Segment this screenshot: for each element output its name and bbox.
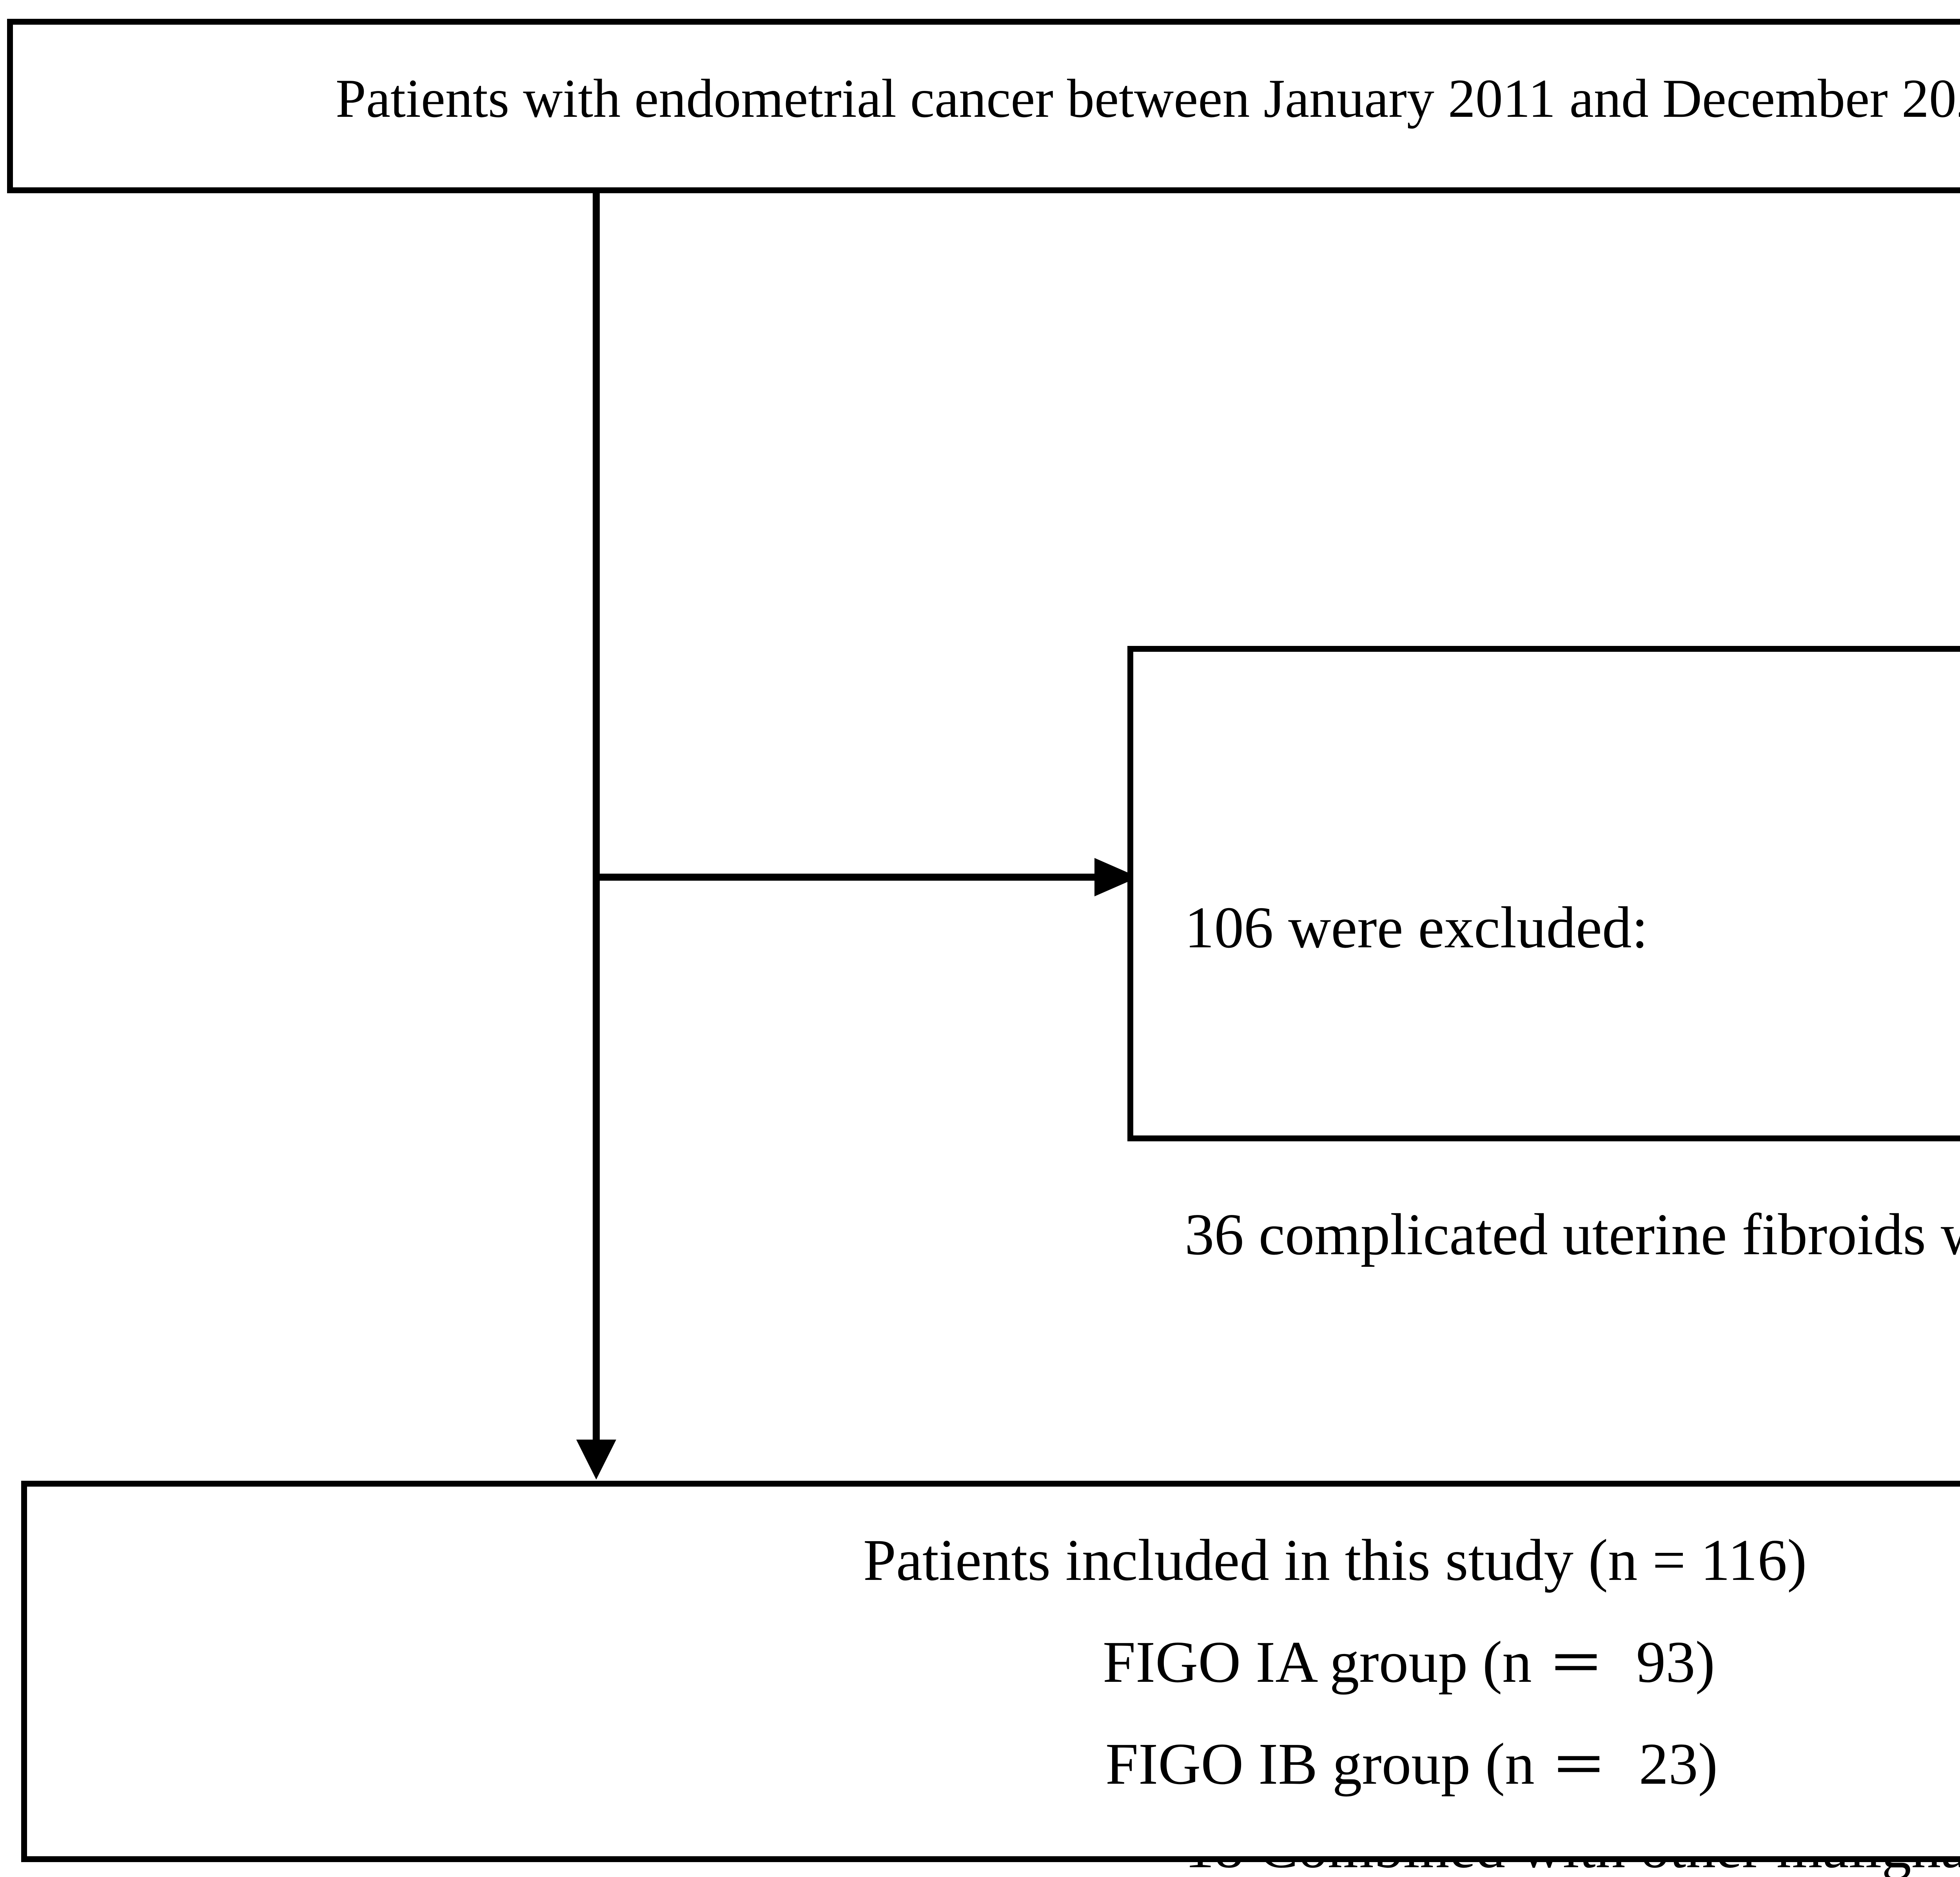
figo-ia-prefix: FIGO IA group (n [1103,1629,1532,1695]
exclusion-line-fibroids: 36 complicated uterine fibroids with dia… [1185,1201,1960,1267]
included-box [21,1481,1960,1862]
arrow-down-icon [576,1440,616,1480]
right-arrow-shaft [593,874,1094,881]
figo-ib-group-text: FIGO IB group (n = 23) [1105,1713,1718,1815]
exclusion-line-total: 106 were excluded: [1185,894,1648,961]
enrollment-text: Patients with endometrial cancer between… [336,68,1960,129]
figo-ib-suffix: 23) [1639,1731,1718,1797]
included-total-text: Patients included in this study (n = 116… [863,1527,1807,1593]
equals-sign: = [1553,1731,1604,1797]
enrollment-box [7,19,1960,193]
down-arrow-shaft [593,188,600,1442]
equals-sign: = [1551,1629,1602,1695]
figo-ia-group-text: FIGO IA group (n = 93) [1103,1611,1715,1713]
figo-ia-suffix: 93) [1636,1629,1715,1695]
exclusion-box [1127,646,1960,1141]
figo-ib-prefix: FIGO IB group (n [1105,1731,1535,1797]
